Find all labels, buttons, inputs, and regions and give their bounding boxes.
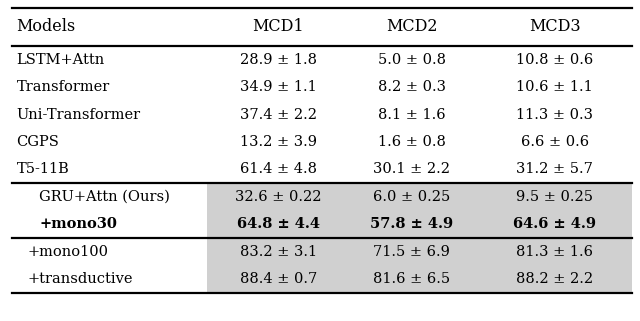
Text: 1.6 ± 0.8: 1.6 ± 0.8 xyxy=(378,135,446,149)
Text: 37.4 ± 2.2: 37.4 ± 2.2 xyxy=(240,108,317,122)
Text: 8.2 ± 0.3: 8.2 ± 0.3 xyxy=(378,80,446,94)
Text: 71.5 ± 6.9: 71.5 ± 6.9 xyxy=(374,245,451,259)
Text: +mono30: +mono30 xyxy=(40,217,117,231)
Text: 11.3 ± 0.3: 11.3 ± 0.3 xyxy=(516,108,593,122)
Text: MCD1: MCD1 xyxy=(253,19,304,35)
Text: Transformer: Transformer xyxy=(17,80,109,94)
Text: MCD2: MCD2 xyxy=(386,19,438,35)
Text: GRU+Attn (Ours): GRU+Attn (Ours) xyxy=(40,190,170,204)
Bar xyxy=(207,183,632,238)
Text: 28.9 ± 1.8: 28.9 ± 1.8 xyxy=(240,53,317,67)
Text: 8.1 ± 1.6: 8.1 ± 1.6 xyxy=(378,108,445,122)
Text: 34.9 ± 1.1: 34.9 ± 1.1 xyxy=(240,80,317,94)
Text: 13.2 ± 3.9: 13.2 ± 3.9 xyxy=(240,135,317,149)
Text: Models: Models xyxy=(17,19,76,35)
Text: 6.6 ± 0.6: 6.6 ± 0.6 xyxy=(521,135,589,149)
Text: 30.1 ± 2.2: 30.1 ± 2.2 xyxy=(373,162,451,177)
Text: 57.8 ± 4.9: 57.8 ± 4.9 xyxy=(371,217,454,231)
Text: 64.8 ± 4.4: 64.8 ± 4.4 xyxy=(237,217,320,231)
Bar xyxy=(207,238,632,293)
Text: 32.6 ± 0.22: 32.6 ± 0.22 xyxy=(236,190,322,204)
Text: 5.0 ± 0.8: 5.0 ± 0.8 xyxy=(378,53,446,67)
Text: 10.8 ± 0.6: 10.8 ± 0.6 xyxy=(516,53,593,67)
Text: MCD3: MCD3 xyxy=(529,19,580,35)
Text: 10.6 ± 1.1: 10.6 ± 1.1 xyxy=(516,80,593,94)
Text: 88.4 ± 0.7: 88.4 ± 0.7 xyxy=(240,272,317,286)
Text: 31.2 ± 5.7: 31.2 ± 5.7 xyxy=(516,162,593,177)
Text: 6.0 ± 0.25: 6.0 ± 0.25 xyxy=(373,190,451,204)
Text: 81.6 ± 6.5: 81.6 ± 6.5 xyxy=(373,272,451,286)
Text: 83.2 ± 3.1: 83.2 ± 3.1 xyxy=(240,245,317,259)
Text: +transductive: +transductive xyxy=(27,272,132,286)
Text: 9.5 ± 0.25: 9.5 ± 0.25 xyxy=(516,190,593,204)
Text: LSTM+Attn: LSTM+Attn xyxy=(17,53,105,67)
Text: T5-11B: T5-11B xyxy=(17,162,69,177)
Text: 81.3 ± 1.6: 81.3 ± 1.6 xyxy=(516,245,593,259)
Text: CGPS: CGPS xyxy=(17,135,60,149)
Text: +mono100: +mono100 xyxy=(27,245,108,259)
Text: 61.4 ± 4.8: 61.4 ± 4.8 xyxy=(240,162,317,177)
Text: Uni-Transformer: Uni-Transformer xyxy=(17,108,141,122)
Text: 88.2 ± 2.2: 88.2 ± 2.2 xyxy=(516,272,593,286)
Text: 64.6 ± 4.9: 64.6 ± 4.9 xyxy=(513,217,596,231)
